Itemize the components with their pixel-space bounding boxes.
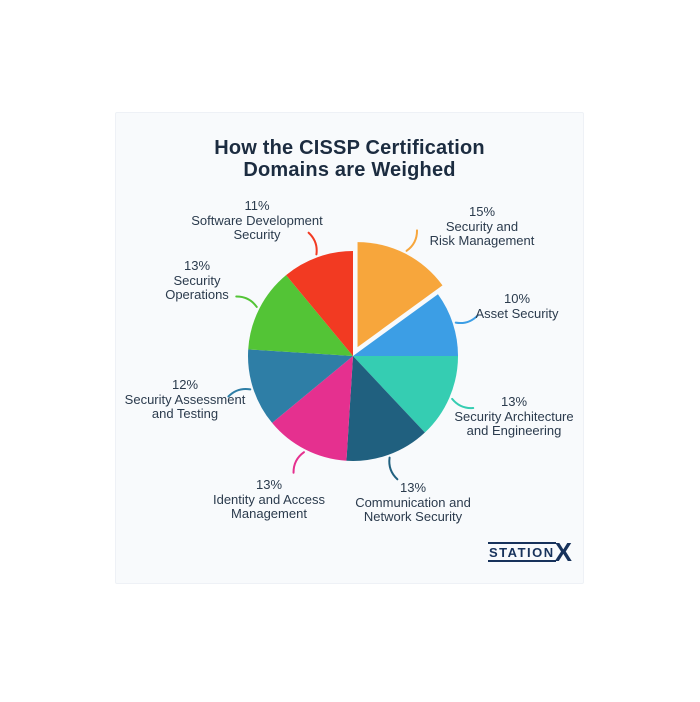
leader-line-security-assessment-and-testing [227,388,252,398]
infographic-panel: How the CISSP Certification Domains are … [115,112,584,584]
pie-slice-security-and-risk-management [357,242,443,348]
pie-chart [227,229,479,481]
chart-title: How the CISSP Certification Domains are … [214,137,485,181]
leader-line-software-development-security [307,231,318,256]
leader-line-communication-and-network-security [388,456,399,481]
slice-label-asset-security: 10% Asset Security [475,291,559,321]
pie-slice-communication-and-network-security [346,356,425,461]
slice-label-security-architecture-and-engineering: 13% Security Architecture and Engineerin… [454,394,574,438]
slice-label-security-operations: 13% Security Operations [165,258,229,302]
logo-x-mark: X [554,537,572,567]
slice-label-communication-and-network-security: 13% Communication and Network Security [355,480,471,524]
pie-slice-security-architecture-and-engineering [353,356,458,433]
pie-slice-security-operations [248,275,353,356]
slice-label-security-assessment-and-testing: 12% Security Assessment and Testing [124,377,246,421]
leader-line-security-and-risk-management [405,229,419,252]
logo-station-text: STATION [488,542,556,562]
leader-line-identity-and-access-management [292,451,305,474]
slice-label-identity-and-access-management: 13% Identity and Access Management [212,477,325,521]
slice-label-security-and-risk-management: 15% Security and Risk Management [429,204,535,248]
pie-slice-identity-and-access-management [272,356,353,461]
pie-slice-software-development-security [286,251,353,356]
leader-line-security-operations [235,295,258,308]
pie-slice-asset-security [353,294,458,356]
slice-label-software-development-security: 11% Software Development Security [191,198,323,242]
stationx-logo: STATION X [488,537,572,567]
pie-slice-security-assessment-and-testing [248,349,353,423]
leader-line-security-architecture-and-engineering [451,397,475,410]
leader-line-asset-security [454,314,479,324]
